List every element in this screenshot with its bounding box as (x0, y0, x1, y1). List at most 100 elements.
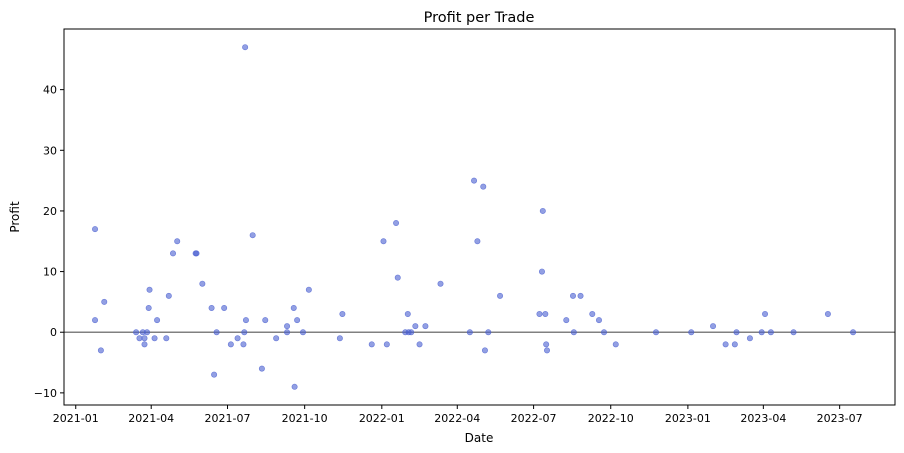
x-tick-label: 2021-04 (128, 412, 174, 425)
plot-frame (63, 28, 896, 406)
data-point (151, 335, 158, 342)
data-point (240, 341, 247, 348)
data-point (542, 311, 549, 318)
data-point (380, 238, 387, 245)
x-tick-label: 2022-07 (511, 412, 557, 425)
data-point (577, 292, 584, 299)
data-point (305, 286, 312, 293)
data-point (688, 329, 695, 336)
data-point (145, 304, 152, 311)
data-point (92, 226, 99, 233)
y-axis: −10 0 10 20 30 40 (34, 84, 64, 400)
data-point (408, 329, 415, 336)
data-point (497, 292, 504, 299)
data-point (284, 329, 291, 336)
data-point (141, 341, 148, 348)
data-point (394, 274, 401, 281)
data-point (193, 250, 200, 257)
data-point (234, 335, 241, 342)
x-axis: 2021-01 2021-04 2021-07 2021-10 2022-01 2022-… (53, 405, 863, 425)
data-point (412, 323, 419, 330)
y-axis-title: Profit (8, 201, 22, 233)
y-tick-label: 20 (43, 205, 57, 218)
x-tick-label: 2022-01 (359, 412, 405, 425)
data-point (601, 329, 608, 336)
data-point (174, 238, 181, 245)
data-point (466, 329, 473, 336)
data-point (653, 329, 660, 336)
data-point (339, 311, 346, 318)
data-point (144, 329, 151, 336)
data-point (767, 329, 774, 336)
x-tick-label: 2023-07 (817, 412, 863, 425)
data-point (294, 317, 301, 324)
plot-area (64, 44, 895, 390)
data-point (731, 341, 738, 348)
data-point (404, 311, 411, 318)
data-point (101, 298, 108, 305)
data-point (227, 341, 234, 348)
data-point (336, 335, 343, 342)
data-point (790, 329, 797, 336)
data-point (258, 365, 265, 372)
data-point (154, 317, 161, 324)
x-tick-label: 2022-04 (434, 412, 480, 425)
data-point (368, 341, 375, 348)
chart-title: Profit per Trade (424, 10, 535, 26)
x-tick-label: 2023-01 (665, 412, 711, 425)
data-point (249, 232, 256, 239)
data-point (221, 304, 228, 311)
data-point (242, 44, 249, 51)
y-tick-label: 40 (43, 84, 57, 97)
data-point (543, 341, 550, 348)
data-point (199, 280, 206, 287)
data-point (595, 317, 602, 324)
data-point (241, 329, 248, 336)
x-axis-title: Date (465, 431, 494, 445)
data-point (563, 317, 570, 324)
data-point (722, 341, 729, 348)
data-point (136, 335, 143, 342)
data-point (480, 183, 487, 190)
data-point (165, 292, 172, 299)
data-point (538, 268, 545, 275)
data-point (850, 329, 857, 336)
data-point (208, 304, 215, 311)
data-point (481, 347, 488, 354)
data-point (141, 335, 148, 342)
data-point (291, 383, 298, 390)
y-tick-label: 30 (43, 144, 57, 157)
y-tick-label: 0 (50, 326, 57, 339)
data-point (758, 329, 765, 336)
data-point (163, 335, 170, 342)
x-tick-label: 2023-04 (740, 412, 786, 425)
data-point (569, 292, 576, 299)
data-point (536, 311, 543, 318)
data-point (211, 371, 218, 378)
data-point (284, 323, 291, 330)
x-tick-label: 2022-10 (588, 412, 634, 425)
data-point (589, 311, 596, 318)
data-point (393, 220, 400, 227)
data-point (170, 250, 177, 257)
data-point (299, 329, 306, 336)
data-point (471, 177, 478, 184)
data-point (746, 335, 753, 342)
data-point (133, 329, 140, 336)
data-point (416, 341, 423, 348)
y-tick-label: −10 (34, 387, 57, 400)
data-point (733, 329, 740, 336)
data-point (383, 341, 390, 348)
data-point (422, 323, 429, 330)
data-point (570, 329, 577, 336)
data-point (273, 335, 280, 342)
data-point (242, 317, 249, 324)
data-point (97, 347, 104, 354)
x-tick-label: 2021-01 (53, 412, 99, 425)
data-point (146, 286, 153, 293)
y-tick-label: 10 (43, 266, 57, 279)
data-point (762, 311, 769, 318)
data-point (824, 311, 831, 318)
x-tick-label: 2021-07 (205, 412, 251, 425)
